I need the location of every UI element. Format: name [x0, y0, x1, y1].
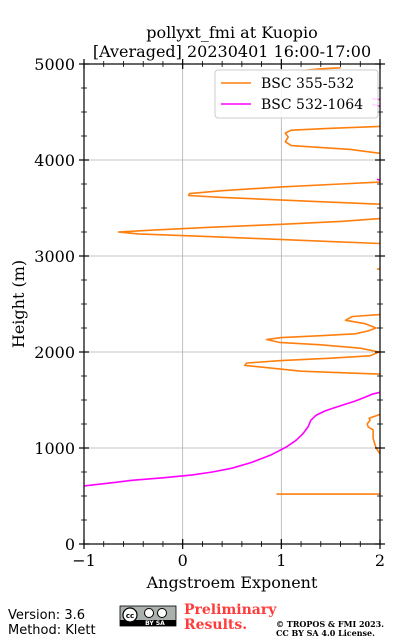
copyright-line1: © TROPOS & FMI 2023. — [276, 619, 384, 629]
preliminary-label-line1: Preliminary — [184, 602, 277, 618]
preliminary-label-line2: Results. — [184, 617, 247, 633]
y-tick-label: 4000 — [34, 151, 75, 170]
by-icon — [144, 608, 154, 618]
cc-icon — [122, 607, 138, 623]
series-line-bsc-355-532 — [117, 217, 380, 245]
grid-lines — [83, 63, 381, 545]
series-line-bsc-532-1064 — [84, 391, 380, 487]
x-tick-label: 2 — [375, 551, 385, 570]
y-tick-label: 3000 — [34, 247, 75, 266]
version-text: Version: 3.6 — [8, 608, 85, 623]
plot-area — [84, 67, 380, 495]
y-tick-label: 2000 — [34, 343, 75, 362]
x-tick-label: 1 — [276, 551, 286, 570]
cc-badge-strip — [120, 620, 176, 626]
x-axis-label: Angstroem Exponent — [146, 573, 318, 592]
legend-label-bsc-532-1064: BSC 532-1064 — [261, 97, 363, 113]
chart-title-line1: pollyxt_fmi at Kuopio — [146, 23, 317, 42]
cc-license-badge: cc BY SA — [119, 605, 177, 627]
series-line-bsc-355-532 — [284, 125, 380, 155]
cc-icon-glyph: cc — [126, 612, 134, 620]
method-text: Method: Klett — [8, 623, 96, 638]
legend-box — [214, 69, 379, 119]
x-tick-label: −1 — [72, 551, 96, 570]
y-tick-label: 0 — [65, 535, 75, 554]
series-line-bsc-355-532 — [366, 413, 380, 455]
axes-border — [83, 63, 381, 545]
cc-badge-label: BY SA — [145, 620, 165, 627]
sa-icon — [157, 608, 167, 618]
x-tick-label: 0 — [178, 551, 188, 570]
y-tick-label: 1000 — [34, 439, 75, 458]
legend: BSC 355-532 BSC 532-1064 — [214, 69, 379, 119]
series-line-bsc-355-532 — [187, 181, 380, 205]
legend-label-bsc-355-532: BSC 355-532 — [261, 76, 354, 92]
chart-title-line2: [Averaged] 20230401 16:00-17:00 — [93, 42, 371, 61]
y-axis-label: Height (m) — [9, 260, 28, 348]
y-tick-label: 5000 — [34, 55, 75, 74]
series-line-bsc-355-532 — [244, 313, 380, 375]
axes-frame — [83, 63, 381, 545]
copyright-line2: CC BY SA 4.0 License. — [276, 628, 375, 638]
